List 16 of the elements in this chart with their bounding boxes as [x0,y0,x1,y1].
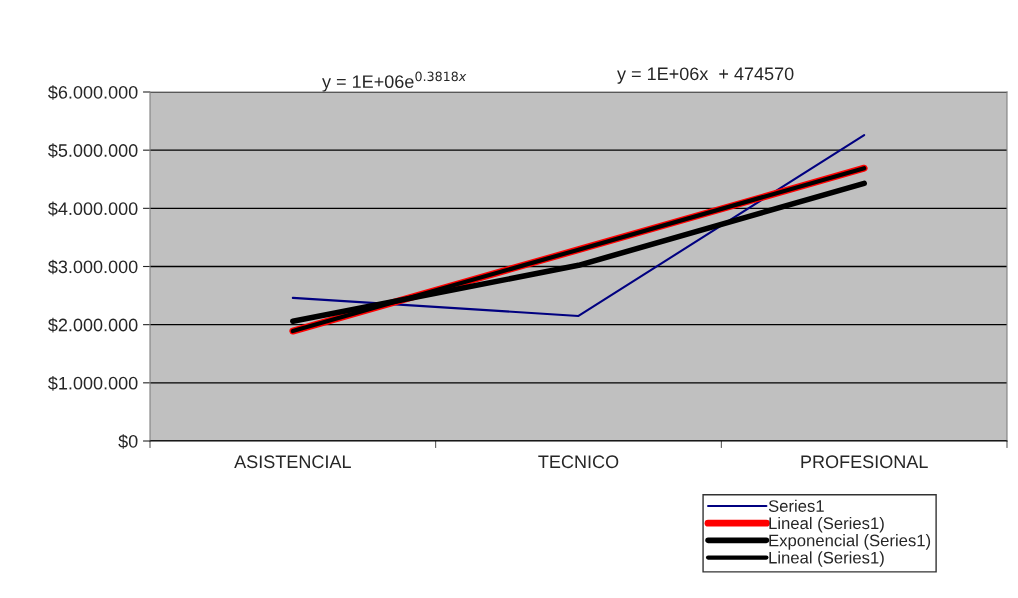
y-tick-label: $4.000.000 [48,201,138,217]
x-tick-label: PROFESIONAL [801,455,928,469]
x-tick-label: ASISTENCIAL [234,455,351,469]
text: y = 1E+06e$^{0.3818x}$ [322,71,467,92]
y-tick-label: $3.000.000 [48,259,138,275]
legend-label: Series1 [768,499,824,512]
y-tick-label: $2.000.000 [48,317,138,333]
legend-label: Exponencial (Series1) [769,534,931,550]
y-tick-label: $5.000.000 [48,143,138,158]
x-tick-label: TECNICO [538,455,619,469]
legend-label: Lineal (Series1) [769,551,884,567]
y-tick-label: $6.000.000 [48,85,138,100]
y-tick-label: $1.000.000 [48,376,138,391]
legend-label: Lineal (Series1) [769,516,884,533]
text: y = 1E+06x + 474570 [617,67,794,84]
y-tick-label: $0 [118,434,138,449]
